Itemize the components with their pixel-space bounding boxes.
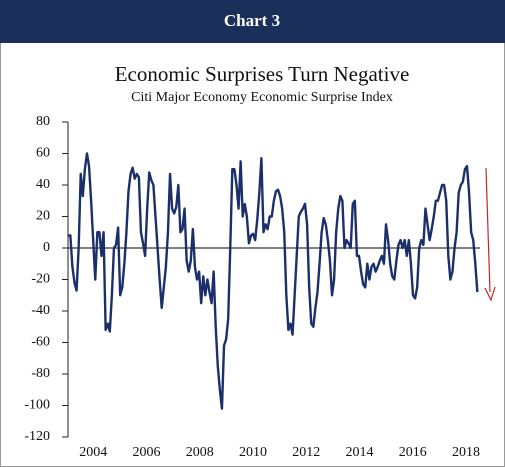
chart-title: Economic Surprises Turn Negative [115,62,410,86]
x-tick-label: 2008 [186,445,214,460]
y-tick-label: -80 [31,366,50,381]
y-tick-label: -100 [24,398,50,413]
trend-arrow [485,167,491,293]
chart-subtitle: Citi Major Economy Economic Surprise Ind… [131,90,393,105]
header-title: Chart 3 [224,11,280,30]
y-tick-label: 80 [36,114,50,129]
x-tick-label: 2012 [292,445,320,460]
y-tick-label: 60 [36,146,50,161]
header-bar [0,0,505,43]
x-tick-label: 2006 [133,445,161,460]
y-tick-label: -60 [31,335,50,350]
y-tick-label: 20 [36,209,50,224]
y-tick-label: 40 [36,177,50,192]
y-tick-label: -120 [24,429,50,444]
x-tick-label: 2010 [239,445,267,460]
x-tick-label: 2004 [79,445,107,460]
trend-arrow-head [484,286,496,302]
x-tick-label: 2018 [452,445,480,460]
x-tick-label: 2014 [346,445,374,460]
x-tick-label: 2016 [399,445,427,460]
y-tick-label: -40 [31,303,50,318]
data-line [68,152,479,410]
y-tick-label: 0 [43,240,50,255]
y-tick-label: -20 [31,272,50,287]
